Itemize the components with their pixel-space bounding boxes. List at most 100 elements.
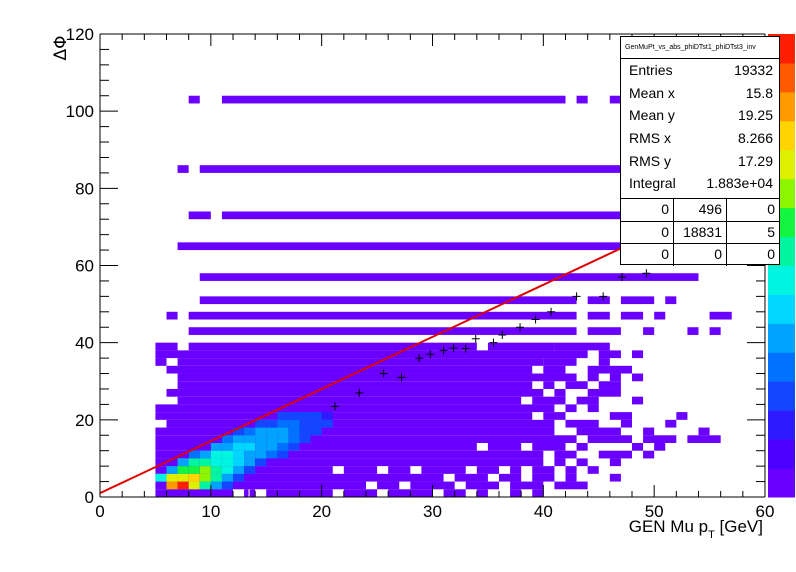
hist-dense-segment xyxy=(565,473,577,482)
hist-dense-segment xyxy=(532,466,555,474)
hist-dense-segment xyxy=(155,442,477,451)
y-tick-label: 0 xyxy=(85,488,94,507)
profile-point xyxy=(439,346,448,355)
hist-band-segment xyxy=(587,296,610,305)
y-tick-label: 40 xyxy=(75,334,94,353)
color-scale-bar xyxy=(768,34,795,498)
stats-label: Integral xyxy=(629,175,676,192)
hist-hot-cell xyxy=(277,435,289,443)
hist-band-segment xyxy=(654,311,666,320)
hist-hot-cell xyxy=(166,466,178,474)
hist-hot-cell xyxy=(277,442,289,451)
x-tick-label: 60 xyxy=(756,502,775,521)
hist-dense-segment xyxy=(155,358,167,366)
hist-band-segment xyxy=(188,211,211,220)
hist-dense-segment xyxy=(554,450,577,459)
stats-title: GenMuPt_vs_abs_phiDTst1_phiDTst3_inv xyxy=(621,37,779,59)
hist-band-segment xyxy=(709,311,732,320)
hist-hot-cell xyxy=(266,427,278,436)
hist-dense-segment xyxy=(565,404,577,413)
profile-point xyxy=(547,307,556,316)
hist-dense-segment xyxy=(177,381,533,389)
hist-hot-cell xyxy=(288,419,300,428)
hist-hot-cell xyxy=(210,473,222,482)
hist-dense-segment xyxy=(155,473,444,482)
hist-hot-cell xyxy=(255,442,267,451)
hist-hot-cell xyxy=(221,466,233,474)
color-scale-step xyxy=(768,439,795,469)
hist-band-segment xyxy=(620,311,644,320)
hist-hot-cell xyxy=(177,458,189,467)
hist-hot-cell xyxy=(166,481,178,490)
hist-hot-cell xyxy=(244,442,256,451)
hist-band-segment xyxy=(177,242,688,251)
hist-hot-cell xyxy=(177,481,189,490)
hist-band-segment xyxy=(199,165,677,173)
hist-hot-cell xyxy=(255,458,267,467)
hist-hot-cell xyxy=(188,466,200,474)
hist-dense-segment xyxy=(343,489,378,497)
hist-dense-segment xyxy=(598,350,621,359)
y-tick-label: 80 xyxy=(75,179,94,198)
stats-grid-cell: 0 xyxy=(726,199,779,221)
hist-band-segment xyxy=(554,342,610,351)
stats-row-mean-x: Mean x 15.8 xyxy=(621,82,779,105)
profile-point xyxy=(379,369,388,378)
stats-value: 17.29 xyxy=(737,152,773,169)
hist-dense-segment xyxy=(554,458,566,467)
profile-point xyxy=(355,388,364,397)
stats-label: Mean y xyxy=(629,107,675,124)
hist-hot-cell xyxy=(310,419,322,428)
color-scale-step xyxy=(768,352,795,382)
stats-grid-cell: 0 xyxy=(726,244,779,267)
hist-band-segment xyxy=(188,95,200,104)
hist-dense-segment xyxy=(177,358,544,366)
hist-dense-segment xyxy=(632,350,644,359)
stats-value: 19332 xyxy=(734,62,773,78)
hist-dense-segment xyxy=(609,473,621,482)
hist-dense-segment xyxy=(155,450,544,459)
hist-hot-cell xyxy=(277,427,289,436)
stats-box: GenMuPt_vs_abs_phiDTst1_phiDTst3_inv Ent… xyxy=(620,36,780,267)
hist-dense-segment xyxy=(465,481,499,490)
profile-point xyxy=(397,373,406,382)
hist-dense-segment xyxy=(249,489,256,497)
hist-dense-segment xyxy=(155,404,555,413)
hist-dense-segment xyxy=(643,427,655,436)
hist-dense-segment xyxy=(587,388,621,397)
hist-dense-segment xyxy=(510,481,544,490)
hist-hot-cell xyxy=(210,458,222,467)
stats-row-rms-x: RMS x 8.266 xyxy=(621,127,779,150)
hist-band-segment xyxy=(188,327,577,335)
axis-tick-labels: 0 10 20 30 40 50 60 0 20 40 60 80 100 120 xyxy=(66,25,775,521)
y-tick-label: 20 xyxy=(75,411,94,430)
hist-band-segment xyxy=(177,165,189,173)
hist-hot-cell xyxy=(210,481,222,490)
hist-hot-cell xyxy=(233,458,245,467)
hist-dense-segment xyxy=(166,365,533,374)
hist-hot-cell xyxy=(310,427,322,436)
hist-hot-cell xyxy=(277,419,289,428)
color-scale-step xyxy=(768,265,795,295)
hist-dense-segment xyxy=(576,458,588,467)
hist-dense-segment xyxy=(587,466,599,474)
stats-row-rms-y: RMS y 17.29 xyxy=(621,150,779,173)
profile-point xyxy=(449,344,458,353)
hist-hot-cell xyxy=(210,450,222,459)
hist-hot-cell xyxy=(310,412,322,420)
hist-hot-cell xyxy=(199,458,211,467)
color-scale-step xyxy=(768,381,795,411)
hist-hot-cell xyxy=(244,458,256,467)
hist-dense-segment xyxy=(543,412,566,420)
profile-point xyxy=(618,273,627,282)
profile-point xyxy=(330,402,339,411)
hist-hot-cell xyxy=(221,442,233,451)
x-tick-label: 30 xyxy=(423,502,442,521)
hist-hot-cell xyxy=(288,427,300,436)
hist-hot-cell xyxy=(199,481,211,490)
hist-dense-segment xyxy=(155,458,544,467)
profile-point xyxy=(426,350,435,359)
hist-dense-segment xyxy=(166,419,555,428)
hist-hot-cell xyxy=(244,435,256,443)
hist-hot-cell xyxy=(299,412,311,420)
